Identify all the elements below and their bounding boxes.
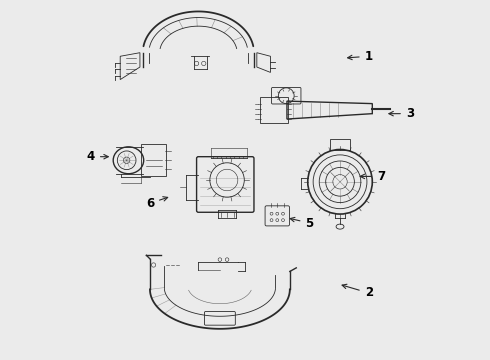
Text: 2: 2 — [342, 284, 373, 300]
Text: 6: 6 — [146, 197, 168, 210]
Text: 4: 4 — [87, 150, 108, 163]
Text: 3: 3 — [389, 107, 414, 120]
Text: 1: 1 — [347, 50, 373, 63]
Text: 7: 7 — [360, 170, 385, 183]
Text: 5: 5 — [290, 216, 314, 230]
